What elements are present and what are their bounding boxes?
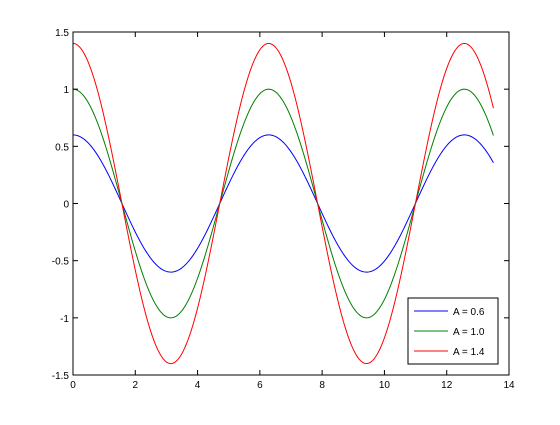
y-tick-label: -1 <box>60 314 69 325</box>
x-tick-label: 14 <box>503 380 515 391</box>
x-tick-label: 8 <box>319 380 325 391</box>
series-line-0 <box>72 134 494 273</box>
y-tick-label: -0.5 <box>52 257 70 268</box>
x-tick-label: 10 <box>379 380 391 391</box>
series-layer <box>72 42 494 365</box>
series-line-2 <box>72 42 494 365</box>
y-tick-label: -1.5 <box>52 371 70 382</box>
y-tick-label: 0.5 <box>55 142 69 153</box>
x-tick-label: 4 <box>195 380 201 391</box>
series-line-1 <box>72 88 494 319</box>
legend-label-2: A = 1.4 <box>453 347 485 358</box>
legend-label-0: A = 0.6 <box>453 307 485 318</box>
legend: A = 0.6 A = 1.0 A = 1.4 <box>407 297 499 365</box>
y-tick-label: 0 <box>63 200 69 211</box>
legend-label-1: A = 1.0 <box>453 327 485 338</box>
axes-frame <box>72 31 510 376</box>
y-tick-label: 1.5 <box>55 28 69 39</box>
x-tick-label: 12 <box>441 380 453 391</box>
x-tick-label: 2 <box>133 380 139 391</box>
y-tick-label: 1 <box>63 85 69 96</box>
x-tick-label: 6 <box>257 380 263 391</box>
x-tick-label: 0 <box>70 380 76 391</box>
